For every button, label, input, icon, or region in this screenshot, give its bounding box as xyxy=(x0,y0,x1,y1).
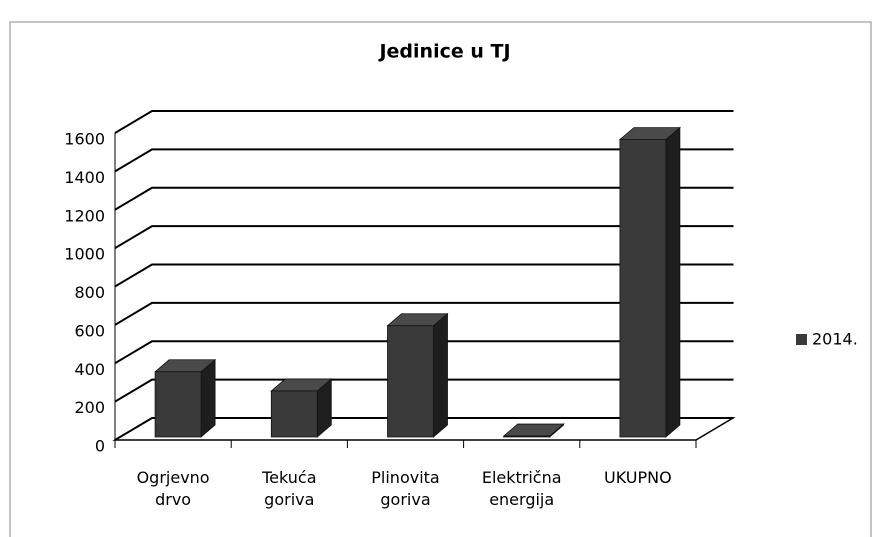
y-tick-label: 1400 xyxy=(64,168,105,187)
grid-line xyxy=(114,301,734,326)
bar-side xyxy=(665,126,681,438)
bar-front xyxy=(387,325,434,438)
grid-line xyxy=(114,225,734,249)
chart-title: Jedinice u TJ xyxy=(377,41,510,63)
bar xyxy=(618,126,681,438)
legend-swatch xyxy=(796,334,807,345)
grid-line xyxy=(114,186,734,211)
bar xyxy=(270,378,333,438)
grid-line xyxy=(114,417,734,441)
bar-front xyxy=(619,139,667,438)
grid-line xyxy=(114,110,734,134)
x-tick-label: Ogrjevno drvo xyxy=(136,468,210,509)
y-tick-label: 1000 xyxy=(64,245,105,264)
x-tick-label: Tekuća goriva xyxy=(262,468,317,509)
bar-side xyxy=(433,312,448,438)
bar-front xyxy=(154,371,202,438)
x-tick-label: Plinovita goriva xyxy=(371,468,440,509)
y-tick-label: 400 xyxy=(74,360,105,379)
x-tick-label: Električna energija xyxy=(481,468,562,509)
grid-line xyxy=(114,378,734,403)
bar xyxy=(154,358,217,438)
y-tick-label: 800 xyxy=(74,283,105,302)
bar-front xyxy=(270,390,318,438)
bar-side xyxy=(200,358,216,438)
y-tick-label: 1200 xyxy=(64,206,105,225)
bar xyxy=(502,423,565,438)
y-tick-label: 0 xyxy=(95,437,105,456)
grid-line xyxy=(114,263,734,288)
y-tick-label: 600 xyxy=(74,321,105,340)
y-tick-label: 1600 xyxy=(64,130,105,149)
y-tick-label: 200 xyxy=(74,398,105,417)
bar-front xyxy=(503,435,551,438)
bar xyxy=(386,312,449,438)
legend-label: 2014. xyxy=(812,330,858,349)
grid-line xyxy=(114,148,734,173)
grid-line xyxy=(114,340,734,365)
chart-border xyxy=(9,21,872,537)
x-tick-label: UKUPNO xyxy=(604,468,672,487)
